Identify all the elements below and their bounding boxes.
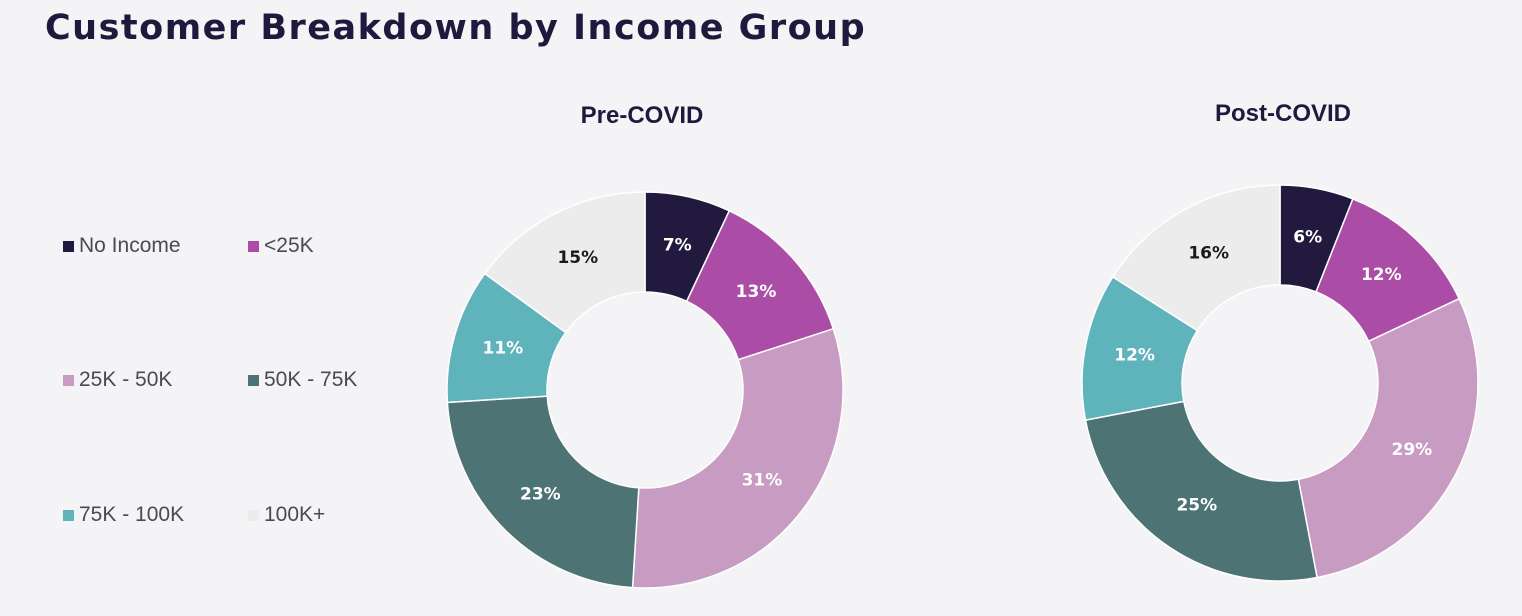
slice-25k-50k bbox=[1297, 297, 1479, 579]
legend-label: <25K bbox=[264, 234, 314, 257]
legend: No Income <25K 25K - 50K 50K - 75K 75K -… bbox=[0, 0, 420, 616]
legend-swatch bbox=[63, 509, 74, 521]
legend-item-25k-50k: 25K - 50K bbox=[63, 368, 172, 392]
slice-100k-plus bbox=[483, 191, 646, 334]
legend-item-no-income: No Income bbox=[63, 234, 181, 258]
slice-label-25k-50k: 29% bbox=[1392, 440, 1433, 460]
slice-label-50k-75k: 23% bbox=[520, 485, 561, 505]
slice-label-100k-plus: 15% bbox=[557, 248, 598, 268]
legend-item-under-25k: <25K bbox=[248, 234, 314, 258]
slice-100k-plus bbox=[1111, 184, 1281, 332]
slice-label-under-25k: 12% bbox=[1361, 265, 1402, 285]
slice-label-100k-plus: 16% bbox=[1188, 243, 1229, 263]
legend-label: 25K - 50K bbox=[79, 368, 173, 391]
legend-swatch bbox=[248, 240, 259, 252]
slice-label-no-income: 6% bbox=[1293, 228, 1322, 248]
chart-title-post-covid: Post-COVID bbox=[1214, 100, 1352, 127]
slice-label-50k-75k: 25% bbox=[1176, 495, 1217, 515]
legend-swatch bbox=[63, 240, 74, 252]
legend-item-75k-100k: 75K - 100K bbox=[63, 503, 184, 527]
legend-label: 100K+ bbox=[264, 503, 326, 526]
slice-label-75k-100k: 11% bbox=[483, 339, 524, 359]
legend-label: 75K - 100K bbox=[79, 503, 185, 526]
slice-50k-75k bbox=[1084, 400, 1318, 582]
legend-label: No Income bbox=[79, 234, 181, 257]
chart-title-pre-covid: Pre-COVID bbox=[580, 102, 704, 129]
legend-swatch bbox=[248, 374, 259, 386]
legend-label: 50K - 75K bbox=[264, 368, 358, 391]
legend-item-50k-75k: 50K - 75K bbox=[248, 368, 357, 392]
slice-label-under-25k: 13% bbox=[736, 282, 777, 302]
legend-swatch bbox=[63, 374, 74, 386]
slice-label-25k-50k: 31% bbox=[742, 471, 783, 491]
slice-50k-75k bbox=[446, 395, 640, 589]
page-title: Customer Breakdown by Income Group bbox=[45, 8, 867, 48]
slice-label-75k-100k: 12% bbox=[1114, 345, 1155, 365]
slice-25k-50k bbox=[631, 327, 844, 589]
legend-swatch bbox=[248, 509, 259, 521]
slice-label-no-income: 7% bbox=[663, 236, 692, 256]
legend-item-100k-plus: 100K+ bbox=[248, 503, 325, 527]
